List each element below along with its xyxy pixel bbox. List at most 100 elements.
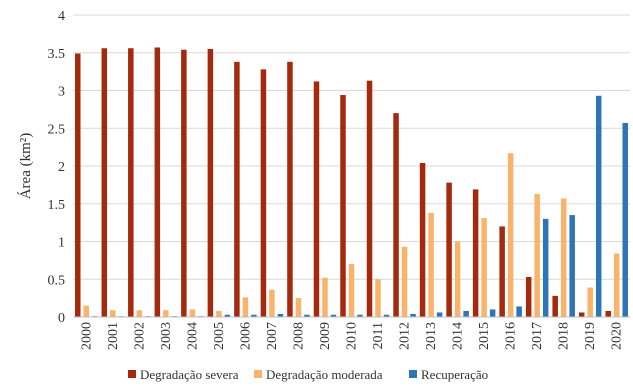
bar-2017-series-2 xyxy=(534,193,540,317)
bar-2012-series-1 xyxy=(393,113,399,318)
legend: Degradação severa Degradação moderada Recu… xyxy=(128,367,488,382)
bar-2011-series-2 xyxy=(375,279,381,317)
bar-2017-series-1 xyxy=(525,276,532,317)
bar-2005-series-1 xyxy=(207,48,214,317)
gridlines xyxy=(73,14,630,280)
bar-2014-series-1 xyxy=(446,182,452,317)
bar-2010-series-2 xyxy=(348,264,355,317)
bar-2012-series-3 xyxy=(410,313,416,317)
bar-2004-series-1 xyxy=(181,49,187,317)
x-tick-label: 2006 xyxy=(238,322,253,350)
y-tick-label: 4 xyxy=(58,9,65,24)
legend-swatch xyxy=(409,370,417,378)
bar-2008-series-2 xyxy=(295,298,302,318)
bar-2010-series-1 xyxy=(340,95,346,317)
x-tick-label: 2003 xyxy=(159,322,174,350)
x-tick-label: 2013 xyxy=(424,322,439,350)
x-tick-label: 2011 xyxy=(371,322,386,349)
x-tick-label: 2020 xyxy=(610,322,625,350)
bar-2013-series-1 xyxy=(419,162,426,317)
x-axis-ticks: 2000 2001 2002 2003 2004 2005 2006 2007 2008 2009… xyxy=(79,322,624,350)
x-tick-label: 2019 xyxy=(583,322,598,350)
legend-label: Degradação severa xyxy=(140,367,239,382)
x-tick-label: 2001 xyxy=(106,322,121,350)
bar-2014-series-3 xyxy=(463,310,469,317)
y-tick-label: 0.5 xyxy=(48,273,66,288)
bar-2007-series-3 xyxy=(277,313,284,317)
bar-2000-series-2 xyxy=(83,305,90,317)
bar-2020-series-3 xyxy=(622,122,628,317)
y-axis-ticks: 0 0.5 1 1.5 2 2.5 3 3.5 4 xyxy=(48,9,66,326)
bar-2009-series-2 xyxy=(322,277,328,317)
legend-label: Degradação moderada xyxy=(266,367,383,382)
bar-2013-series-2 xyxy=(428,212,434,317)
bar-2015-series-3 xyxy=(489,309,496,317)
y-tick-label: 1.5 xyxy=(48,198,66,213)
y-axis-label: Área (km²) xyxy=(17,133,34,200)
bar-2018-series-3 xyxy=(569,215,575,317)
bar-2019-series-1 xyxy=(578,312,585,317)
bar-2009-series-3 xyxy=(330,314,337,317)
x-tick-label: 2017 xyxy=(530,322,545,350)
bar-2005-series-3 xyxy=(224,314,231,317)
bars xyxy=(75,47,628,318)
x-tick-label: 2004 xyxy=(185,322,200,350)
bar-2019-series-2 xyxy=(587,287,593,317)
bar-2009-series-1 xyxy=(313,81,320,317)
x-tick-label: 2012 xyxy=(398,322,413,350)
bar-2005-series-2 xyxy=(216,310,222,317)
bar-2007-series-1 xyxy=(260,69,267,317)
bar-2015-series-1 xyxy=(472,189,479,317)
bar-2013-series-3 xyxy=(436,312,443,317)
y-tick-label: 2 xyxy=(58,160,65,175)
x-tick-label: 2005 xyxy=(212,322,227,350)
y-tick-label: 0 xyxy=(58,311,65,326)
bar-2003-series-1 xyxy=(154,47,161,317)
bar-2012-series-2 xyxy=(401,246,408,317)
bar-2015-series-2 xyxy=(481,218,487,317)
bar-2019-series-3 xyxy=(595,95,602,317)
bar-2006-series-1 xyxy=(234,61,240,318)
bar-2002-series-2 xyxy=(136,310,143,317)
bar-2000-series-1 xyxy=(75,53,81,317)
y-tick-label: 2.5 xyxy=(48,122,66,137)
x-tick-label: 2000 xyxy=(79,322,94,350)
x-tick-label: 2015 xyxy=(477,322,492,350)
bar-2014-series-2 xyxy=(454,241,461,317)
bar-2007-series-2 xyxy=(269,289,275,317)
bar-2008-series-3 xyxy=(304,314,310,317)
bar-2018-series-1 xyxy=(552,295,558,317)
bar-2002-series-1 xyxy=(128,48,134,317)
x-tick-label: 2007 xyxy=(265,322,280,350)
bar-2020-series-1 xyxy=(605,310,611,317)
bar-2016-series-1 xyxy=(499,226,505,317)
y-tick-label: 3 xyxy=(58,85,65,100)
bar-2010-series-3 xyxy=(357,314,363,317)
bar-2017-series-3 xyxy=(542,218,549,317)
bar-2016-series-2 xyxy=(507,153,514,317)
bar-2006-series-3 xyxy=(251,314,257,317)
x-tick-label: 2018 xyxy=(557,322,572,350)
bar-2001-series-1 xyxy=(101,48,108,317)
bar-2004-series-2 xyxy=(189,309,196,317)
x-tick-label: 2010 xyxy=(345,322,360,350)
bar-2011-series-3 xyxy=(383,314,390,317)
x-tick-label: 2014 xyxy=(451,322,466,350)
bar-2003-series-2 xyxy=(163,310,169,317)
bar-2011-series-1 xyxy=(366,80,373,317)
x-tick-label: 2009 xyxy=(318,322,333,350)
x-tick-label: 2002 xyxy=(132,322,147,350)
bar-2008-series-1 xyxy=(287,61,293,318)
bar-2020-series-2 xyxy=(613,253,620,317)
bar-2001-series-2 xyxy=(110,310,116,317)
bar-2016-series-3 xyxy=(516,306,522,317)
bar-2018-series-2 xyxy=(560,198,567,317)
bar-2006-series-2 xyxy=(242,297,249,317)
legend-label: Recuperação xyxy=(421,367,488,382)
y-tick-label: 1 xyxy=(58,236,65,251)
x-tick-label: 2016 xyxy=(504,322,519,350)
y-tick-label: 3.5 xyxy=(48,47,66,62)
legend-swatch xyxy=(128,370,136,378)
